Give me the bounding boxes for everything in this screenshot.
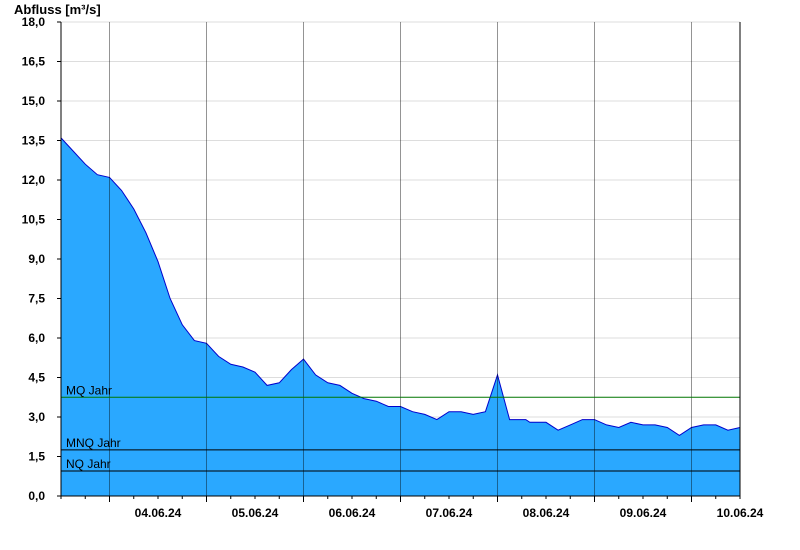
- reference-line-label: NQ Jahr: [66, 457, 111, 471]
- x-tick-label: 07.06.24: [426, 506, 473, 520]
- x-tick-label: 06.06.24: [329, 506, 376, 520]
- x-tick-label: 05.06.24: [232, 506, 279, 520]
- discharge-line: [60, 137, 741, 436]
- y-tick-label: 10,5: [22, 213, 46, 227]
- y-tick-label: 18,0: [22, 15, 46, 29]
- y-tick-label: 7,5: [28, 292, 45, 306]
- y-tick-label: 9,0: [28, 252, 45, 266]
- y-tick-label: 15,0: [22, 94, 46, 108]
- x-tick-label: 09.06.24: [620, 506, 667, 520]
- y-tick-label: 13,5: [22, 134, 46, 148]
- x-tick-label: 08.06.24: [523, 506, 570, 520]
- y-tick-label: 4,5: [28, 371, 45, 385]
- y-axis-label: Abfluss [m³/s]: [14, 2, 101, 17]
- discharge-area-fill: [61, 137, 740, 496]
- discharge-area: [60, 137, 741, 496]
- y-tick-label: 1,5: [28, 450, 45, 464]
- y-tick-label: 16,5: [22, 55, 46, 69]
- y-tick-label: 6,0: [28, 331, 45, 345]
- reference-lines: MQ Jahr MNQ Jahr NQ Jahr: [61, 383, 740, 472]
- y-tick-label: 3,0: [28, 410, 45, 424]
- x-tick-label: 04.06.24: [135, 506, 182, 520]
- x-ticks: 04.06.24 05.06.24 06.06.24 07.06.24 08.06.24…: [60, 496, 764, 520]
- reference-line-label: MNQ Jahr: [66, 436, 121, 450]
- y-tick-label: 0,0: [28, 489, 45, 503]
- reference-line-label: MQ Jahr: [66, 383, 112, 397]
- x-tick-label: 10.06.24: [717, 506, 764, 520]
- day-divider-lines: [109, 22, 692, 496]
- y-tick-label: 12,0: [22, 173, 46, 187]
- y-ticks: 0,0 1,5 3,0 4,5 6,0 7,5 9,0 10,5 12,0 13,5 15,0 16,…: [22, 15, 61, 503]
